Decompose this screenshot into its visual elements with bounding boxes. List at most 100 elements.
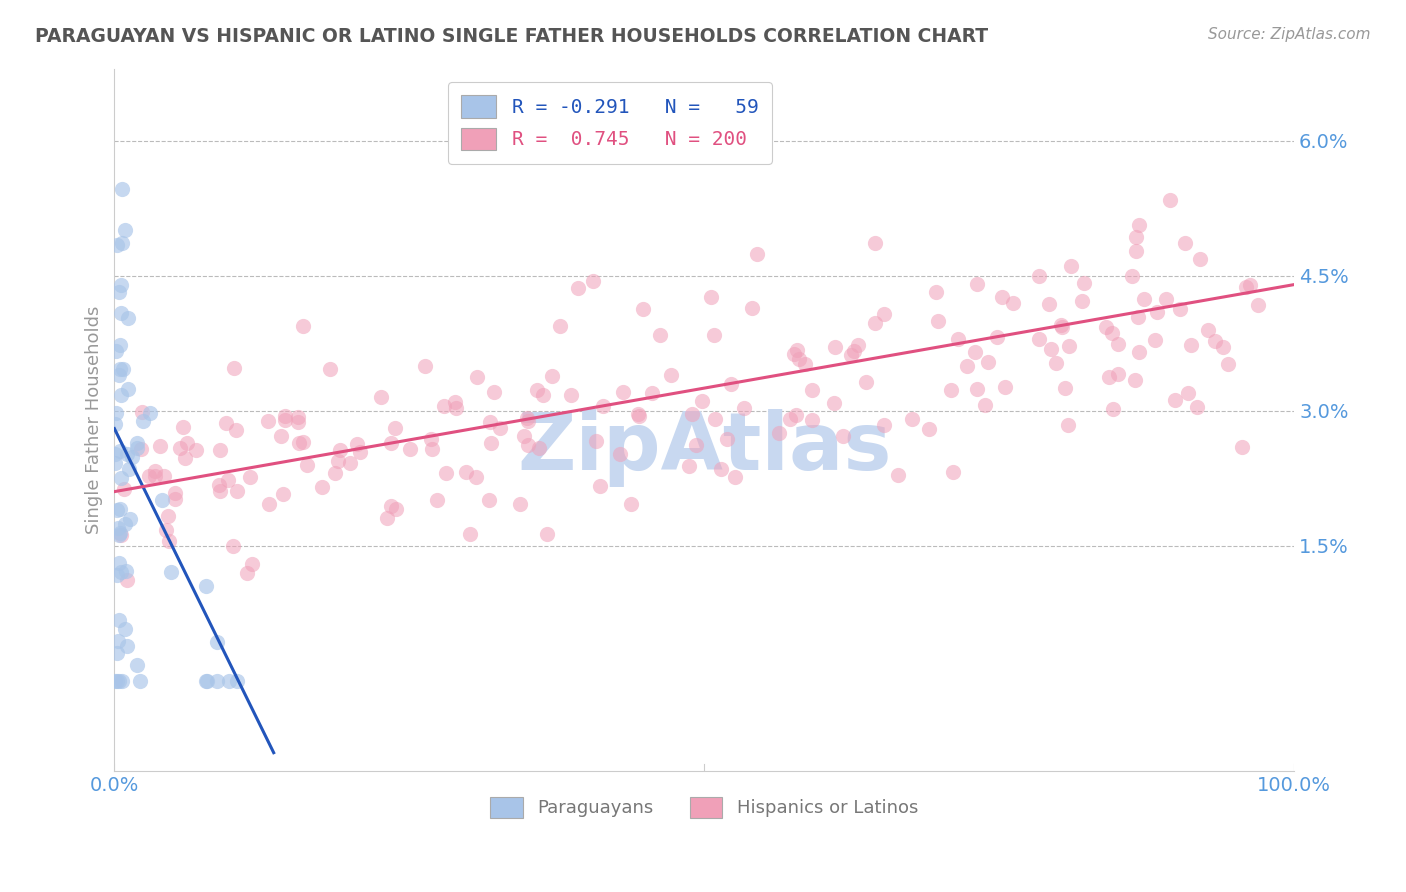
Point <box>516 411 538 425</box>
Point <box>108 556 131 570</box>
Point <box>295 458 318 472</box>
Point <box>824 340 846 354</box>
Point <box>1059 259 1081 273</box>
Point <box>115 447 138 461</box>
Point <box>966 383 988 397</box>
Point <box>105 237 128 252</box>
Point <box>420 442 443 456</box>
Point <box>567 281 589 295</box>
Point <box>823 396 845 410</box>
Point <box>1204 334 1226 348</box>
Point <box>1126 310 1149 324</box>
Point <box>942 466 965 480</box>
Point <box>1050 318 1073 332</box>
Point <box>641 385 664 400</box>
Point <box>1164 392 1187 407</box>
Point <box>831 429 853 443</box>
Point <box>1133 293 1156 307</box>
Point <box>107 521 129 535</box>
Point <box>1050 320 1073 334</box>
Point <box>1177 386 1199 401</box>
Point <box>104 673 127 688</box>
Point <box>648 327 671 342</box>
Point <box>112 483 135 497</box>
Point <box>865 235 887 250</box>
Point <box>1002 296 1025 310</box>
Point <box>747 246 769 260</box>
Point <box>292 319 315 334</box>
Point <box>786 343 808 358</box>
Point <box>157 508 180 523</box>
Point <box>787 351 810 366</box>
Point <box>1197 323 1219 337</box>
Point <box>111 236 134 251</box>
Point <box>236 566 259 581</box>
Point <box>108 501 131 516</box>
Point <box>478 493 501 508</box>
Point <box>444 395 467 409</box>
Point <box>779 411 801 425</box>
Point <box>733 401 755 416</box>
Point <box>195 673 218 688</box>
Point <box>287 415 309 429</box>
Point <box>339 456 361 470</box>
Point <box>685 438 707 452</box>
Point <box>531 388 554 402</box>
Point <box>257 414 280 428</box>
Point <box>1188 252 1211 267</box>
Point <box>855 375 877 389</box>
Point <box>108 526 131 541</box>
Point <box>465 470 488 484</box>
Point <box>1073 277 1095 291</box>
Point <box>703 411 725 425</box>
Point <box>329 443 352 458</box>
Point <box>720 376 742 391</box>
Point <box>536 526 558 541</box>
Point <box>482 384 505 399</box>
Point <box>110 471 132 485</box>
Point <box>138 468 160 483</box>
Point <box>291 434 314 449</box>
Point <box>1053 381 1076 395</box>
Point <box>1174 235 1197 250</box>
Point <box>226 673 249 688</box>
Point <box>225 484 247 499</box>
Point <box>585 434 607 448</box>
Text: ZipAtlas: ZipAtlas <box>517 409 891 487</box>
Point <box>375 511 398 525</box>
Point <box>217 473 239 487</box>
Point <box>1121 268 1143 283</box>
Point <box>609 447 631 461</box>
Text: Source: ZipAtlas.com: Source: ZipAtlas.com <box>1208 27 1371 42</box>
Point <box>887 468 910 483</box>
Point <box>207 673 229 688</box>
Point <box>222 539 245 553</box>
Point <box>131 405 153 419</box>
Point <box>385 502 408 516</box>
Text: PARAGUAYAN VS HISPANIC OR LATINO SINGLE FATHER HOUSEHOLDS CORRELATION CHART: PARAGUAYAN VS HISPANIC OR LATINO SINGLE … <box>35 27 988 45</box>
Point <box>1056 417 1078 432</box>
Point <box>1146 305 1168 319</box>
Point <box>1128 345 1150 359</box>
Point <box>143 468 166 483</box>
Point <box>174 450 197 465</box>
Point <box>117 310 139 325</box>
Point <box>1107 367 1129 381</box>
Point <box>176 435 198 450</box>
Point <box>1123 373 1146 387</box>
Point <box>426 492 449 507</box>
Point <box>117 382 139 396</box>
Point <box>801 383 824 397</box>
Point <box>627 407 650 421</box>
Point <box>456 465 478 479</box>
Point <box>287 410 309 425</box>
Point <box>311 480 333 494</box>
Point <box>149 439 172 453</box>
Point <box>458 527 481 541</box>
Point <box>628 409 651 423</box>
Point <box>111 182 134 196</box>
Point <box>380 499 402 513</box>
Point <box>994 380 1017 394</box>
Point <box>526 383 548 397</box>
Point <box>1028 269 1050 284</box>
